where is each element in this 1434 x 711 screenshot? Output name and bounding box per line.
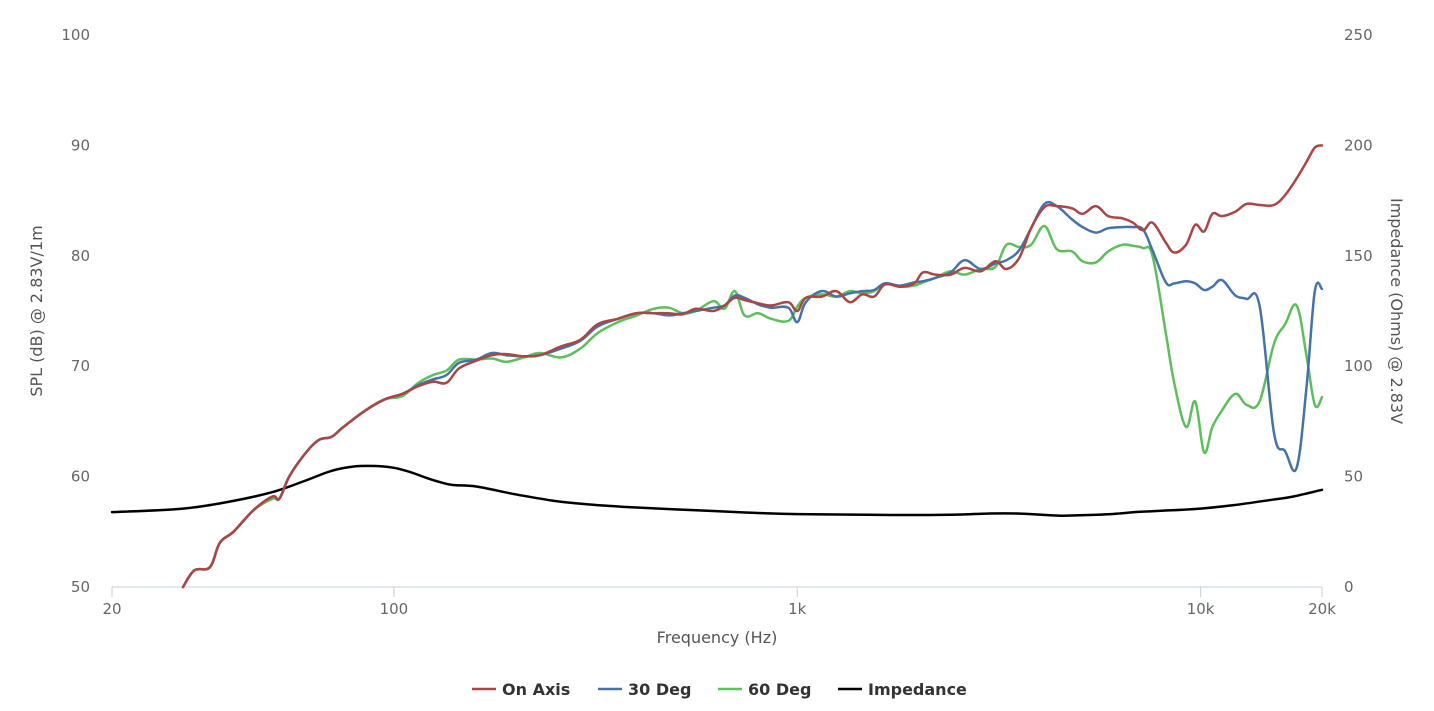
x-tick-label: 100 (380, 600, 409, 618)
x-tick-label: 10k (1187, 600, 1215, 618)
legend-label: On Axis (502, 680, 570, 699)
x-tick-label: 20k (1308, 600, 1336, 618)
y-tick-label: 80 (71, 247, 90, 265)
y-tick-label: 70 (71, 357, 90, 375)
x-tick-label: 20 (102, 600, 121, 618)
y2-tick-label: 250 (1344, 26, 1373, 44)
series-line-on-axis (181, 144, 1324, 589)
y-tick-label: 100 (61, 26, 90, 44)
series-line-impedance (110, 464, 1324, 517)
legend-label: 60 Deg (748, 680, 811, 699)
y2-axis-title: Impedance (Ohms) @ 2.83V (1387, 198, 1406, 424)
series-line-30-deg (181, 200, 1324, 589)
x-axis-title: Frequency (Hz) (657, 628, 778, 647)
y2-tick-label: 100 (1344, 357, 1373, 375)
y2-tick-label: 0 (1344, 578, 1354, 596)
legend-label: 30 Deg (628, 680, 691, 699)
legend-item-impedance[interactable]: Impedance (838, 680, 967, 699)
ticks-layer: 20 100 1k 10k 20k 50 60 70 80 90 100 0 50 100 150 200 25… (61, 26, 1372, 618)
y-axis-title: SPL (dB) @ 2.83V/1m (27, 225, 46, 396)
y-tick-label: 60 (71, 468, 90, 486)
y-tick-label: 50 (71, 578, 90, 596)
legend-item-on-axis[interactable]: On Axis (472, 680, 570, 699)
legend-item-60-deg[interactable]: 60 Deg (718, 680, 811, 699)
x-tick-label: 1k (788, 600, 807, 618)
legend-label: Impedance (868, 680, 967, 699)
y2-tick-label: 150 (1344, 247, 1373, 265)
legend-item-30-deg[interactable]: 30 Deg (598, 680, 691, 699)
series-line-60-deg (181, 224, 1324, 589)
legend: On Axis 30 Deg 60 Deg Impedance (472, 680, 967, 699)
series-layer (110, 144, 1324, 589)
y2-tick-label: 50 (1344, 468, 1363, 486)
y2-tick-label: 200 (1344, 136, 1373, 154)
y-tick-label: 90 (71, 136, 90, 154)
